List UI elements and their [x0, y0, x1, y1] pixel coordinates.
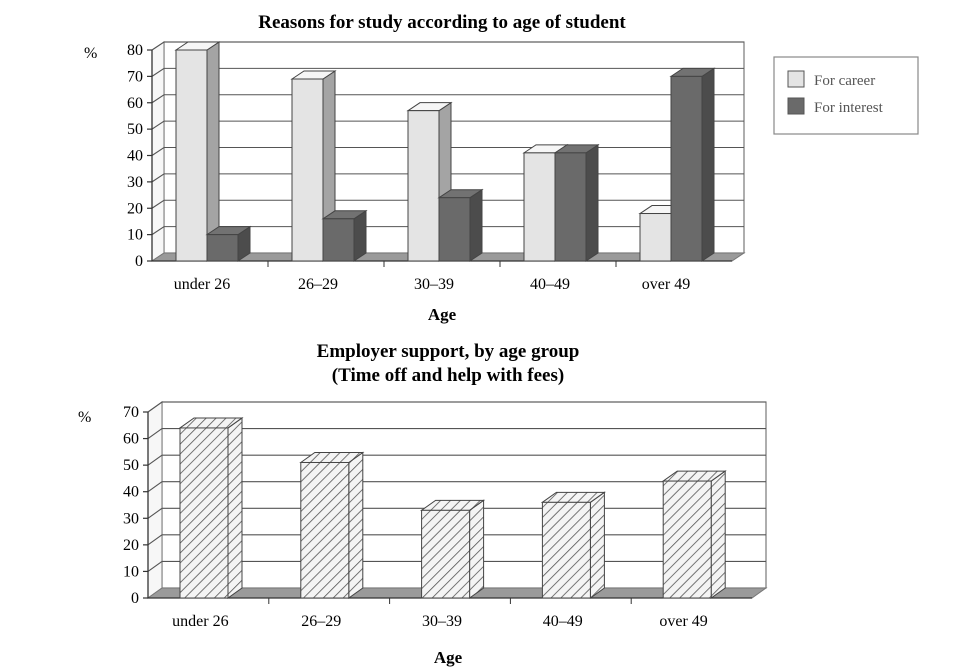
- y-tick-label: 60: [123, 431, 139, 448]
- support-bar-0-side: [227, 416, 243, 599]
- y-axis-unit: %: [78, 409, 91, 426]
- chart-title: Employer support, by age group: [317, 341, 580, 362]
- y-tick-label: 60: [127, 95, 143, 112]
- for-interest-bar-0-front: [206, 234, 239, 262]
- support-bar-2-side: [469, 499, 485, 599]
- for-career-bar-4-front: [639, 213, 672, 262]
- gridline: [151, 67, 744, 77]
- legend-swatch: [787, 70, 805, 88]
- x-tick-label: under 26: [172, 613, 228, 630]
- support-bar-3: [540, 491, 606, 599]
- employer-support-chart: 0 10 20 30 40 50 60 70% under 26 26–29 30–39 40–49 o…: [78, 341, 768, 667]
- legend: For career For interest: [773, 56, 919, 135]
- y-tick-label: 80: [127, 42, 143, 59]
- y-tick-label: 0: [131, 590, 139, 607]
- y-tick-label: 40: [127, 148, 143, 165]
- x-tick-label: 26–29: [298, 276, 338, 293]
- legend-box: [773, 56, 919, 135]
- support-bar-0-front: [179, 427, 229, 599]
- for-interest-bar-2-side: [469, 188, 483, 262]
- support-bar-4-front: [662, 480, 712, 599]
- for-career-bar-0: [174, 41, 221, 262]
- for-career-bar-3-front: [523, 152, 556, 262]
- gridline: [147, 401, 766, 413]
- y-tick-label: 70: [123, 404, 139, 421]
- for-interest-bar-3-side: [585, 143, 599, 262]
- for-career-bar-1: [290, 70, 337, 262]
- chart-subtitle: (Time off and help with fees): [332, 365, 564, 386]
- x-axis-title: Age: [428, 305, 457, 324]
- for-interest-bar-1-side: [353, 209, 367, 262]
- for-interest-bar-4-front: [670, 75, 703, 262]
- y-tick-label: 20: [127, 200, 143, 217]
- x-tick-label: 40–49: [543, 613, 583, 630]
- x-tick-label: 40–49: [530, 276, 570, 293]
- legend-label: For interest: [814, 100, 884, 116]
- for-interest-bar-0: [205, 225, 252, 262]
- for-interest-bar-1-front: [322, 218, 355, 262]
- plot-side-wall: [147, 401, 163, 599]
- gridline: [151, 94, 744, 104]
- y-tick-label: 0: [135, 253, 143, 270]
- legend-label: For career: [814, 73, 875, 89]
- x-tick-label: over 49: [642, 276, 690, 293]
- y-tick-label: 10: [127, 227, 143, 244]
- support-bar-2: [420, 499, 486, 599]
- gridline: [151, 41, 744, 51]
- for-career-bar-0-front: [175, 49, 208, 262]
- x-tick-label: over 49: [659, 613, 707, 630]
- y-tick-label: 30: [127, 174, 143, 191]
- for-career-bar-1-front: [291, 78, 324, 262]
- x-tick-label: 26–29: [301, 613, 341, 630]
- for-interest-bar-2: [437, 188, 484, 262]
- for-interest-bar-3-front: [554, 152, 587, 262]
- y-axis-unit: %: [84, 45, 97, 62]
- for-interest-bar-4: [669, 67, 716, 262]
- y-tick-label: 40: [123, 484, 139, 501]
- gridline: [147, 428, 766, 440]
- legend-swatch: [787, 97, 805, 115]
- support-bar-3-side: [589, 491, 605, 599]
- for-interest-bar-4-side: [701, 67, 715, 262]
- support-bar-4: [661, 470, 727, 599]
- x-axis-title: Age: [434, 648, 463, 667]
- for-interest-bar-1: [321, 209, 368, 262]
- for-interest-bar-3: [553, 143, 600, 262]
- for-career-bar-2-front: [407, 110, 440, 262]
- support-bar-1-front: [300, 461, 350, 599]
- y-tick-label: 20: [123, 537, 139, 554]
- y-tick-label: 30: [123, 510, 139, 527]
- support-bar-1: [299, 451, 365, 599]
- x-tick-label: under 26: [174, 276, 230, 293]
- x-tick-label: 30–39: [422, 613, 462, 630]
- career-interest-chart: 0 10 20 30 40 50 60 70 80% under 26 26–29 30–39 40–4…: [84, 12, 919, 324]
- y-tick-label: 50: [123, 457, 139, 474]
- support-bar-0: [178, 416, 244, 599]
- x-tick-label: 30–39: [414, 276, 454, 293]
- y-tick-label: 50: [127, 121, 143, 138]
- support-bar-3-front: [541, 501, 591, 599]
- gridline: [151, 120, 744, 130]
- for-interest-bar-2-front: [438, 197, 471, 262]
- y-tick-label: 10: [123, 563, 139, 580]
- support-bar-1-side: [348, 451, 364, 599]
- support-bar-2-front: [421, 509, 471, 599]
- gridline: [147, 454, 766, 466]
- gridline: [147, 481, 766, 493]
- support-bar-4-side: [710, 470, 726, 599]
- y-tick-label: 70: [127, 68, 143, 85]
- chart-title: Reasons for study according to age of st…: [258, 12, 626, 33]
